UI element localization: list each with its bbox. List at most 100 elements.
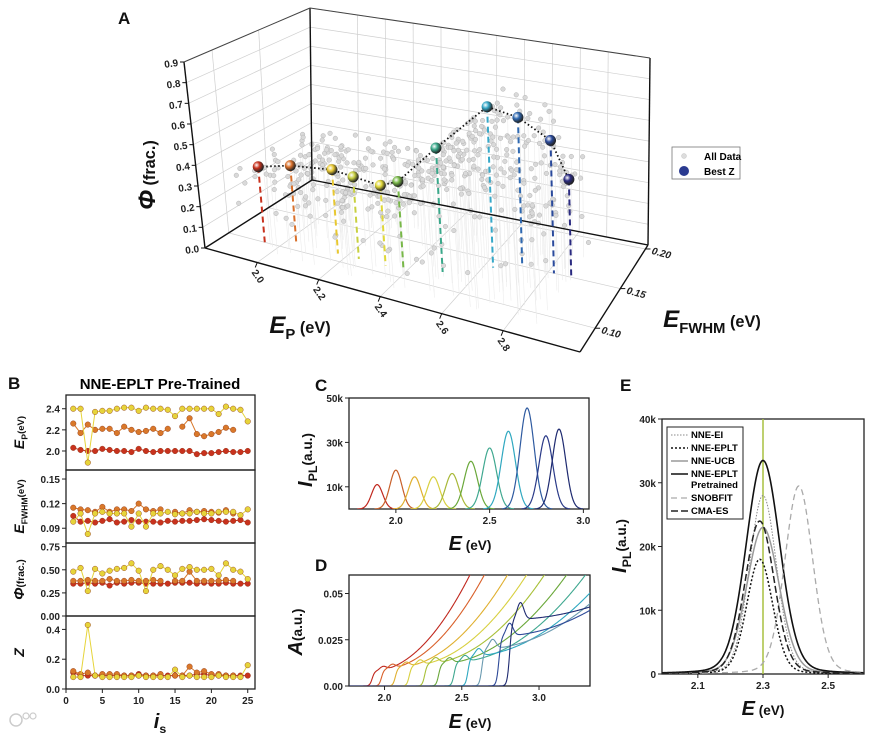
y-axis-title-main: I xyxy=(295,481,317,487)
all-data-point xyxy=(323,197,329,203)
all-data-point xyxy=(352,182,358,188)
all-data-point xyxy=(417,153,423,159)
all-data-point xyxy=(533,161,539,167)
all-data-point xyxy=(521,180,527,186)
series-point xyxy=(84,576,91,583)
series-point xyxy=(150,425,157,432)
series-point xyxy=(215,411,222,418)
all-data-point xyxy=(578,175,584,181)
all-data-point xyxy=(293,168,299,174)
data-drop-line xyxy=(496,175,505,305)
series-point xyxy=(121,518,128,525)
best-z-point xyxy=(347,171,359,183)
pl-spectrum xyxy=(374,469,418,509)
x-tick-label: 25 xyxy=(242,696,254,707)
series-point xyxy=(150,405,157,412)
absorbance-curve xyxy=(349,575,546,686)
series-point xyxy=(157,674,164,681)
series-point xyxy=(164,580,171,587)
phi-tick-label: 0.6 xyxy=(171,120,187,133)
all-data-point xyxy=(332,234,338,240)
series-point xyxy=(128,560,135,567)
all-data-point xyxy=(413,256,419,262)
series-point xyxy=(222,508,229,515)
all-data-point xyxy=(366,136,372,142)
data-drop-line xyxy=(307,173,314,248)
series-point xyxy=(70,444,77,451)
series-point xyxy=(77,446,84,453)
all-data-point xyxy=(335,200,341,206)
y-tick-label: 0.05 xyxy=(324,590,344,601)
series-point xyxy=(99,407,106,414)
series-point xyxy=(222,518,229,525)
watermark-icon xyxy=(9,713,23,727)
series-point xyxy=(179,577,186,584)
series-point xyxy=(164,508,171,515)
grid-line xyxy=(310,84,650,142)
all-data-point xyxy=(328,148,334,154)
all-data-point xyxy=(323,212,329,218)
all-data-point xyxy=(492,227,498,233)
series-point xyxy=(70,512,77,519)
all-data-point xyxy=(440,152,446,158)
grid-line xyxy=(186,26,311,83)
all-data-point xyxy=(339,153,345,159)
all-data-point xyxy=(387,139,393,145)
all-data-point xyxy=(242,180,248,186)
best-z-point xyxy=(430,142,442,154)
series-point xyxy=(113,430,120,437)
series-point xyxy=(70,674,77,681)
all-data-point xyxy=(514,102,520,108)
all-data-point xyxy=(352,132,358,138)
grid-line xyxy=(310,45,650,100)
all-data-point xyxy=(536,140,542,146)
legend-e: NNE-EINNE-EPLTNNE-UCBNNE-EPLTPretrainedS… xyxy=(666,426,744,520)
all-data-point xyxy=(477,147,483,153)
best-z-point xyxy=(284,160,296,172)
y-tick-label: 0.2 xyxy=(46,655,60,666)
series-point xyxy=(99,508,106,515)
series-point xyxy=(193,566,200,573)
fwhm-axis xyxy=(579,244,649,353)
best-z-drop-line xyxy=(549,140,555,274)
series-point xyxy=(84,588,91,595)
absorbance-curve xyxy=(349,575,528,686)
all-data-point xyxy=(448,144,454,150)
series-point xyxy=(121,447,128,454)
series-point xyxy=(84,669,91,676)
series-point xyxy=(215,577,222,584)
series-point xyxy=(244,506,251,513)
all-data-point xyxy=(463,170,469,176)
series-point xyxy=(172,672,179,679)
x-axis-title: E (eV) xyxy=(449,533,492,555)
all-data-point xyxy=(269,146,275,152)
all-data-point xyxy=(438,160,444,166)
ep-axis-title-unit: (eV) xyxy=(295,319,330,337)
ep-axis-title: EP (eV) xyxy=(269,312,330,343)
data-drop-line xyxy=(538,127,542,256)
all-data-point xyxy=(283,215,289,221)
series-point xyxy=(172,666,179,673)
series-point xyxy=(215,449,222,456)
data-drop-line xyxy=(285,218,290,249)
all-data-point xyxy=(385,197,391,203)
data-drop-line xyxy=(314,160,319,225)
series-point xyxy=(230,405,237,412)
series-point xyxy=(208,431,215,438)
grid-line xyxy=(310,64,650,121)
data-drop-line xyxy=(325,200,331,262)
all-data-point xyxy=(428,250,434,256)
series-point xyxy=(70,577,77,584)
all-data-point xyxy=(420,177,426,183)
all-data-point xyxy=(522,94,528,100)
all-data-point xyxy=(369,204,375,210)
all-data-point xyxy=(404,270,410,276)
best-z-drop-line xyxy=(396,181,405,271)
y-tick-label: 40k xyxy=(639,415,656,426)
phi-tick-label: 0.1 xyxy=(182,223,198,236)
best-z-drop-line xyxy=(289,165,298,244)
phi-axis xyxy=(183,61,206,249)
all-data-point xyxy=(339,209,345,215)
all-data-point xyxy=(416,165,422,171)
panel-c: C 10k 30k 50k 2.0 2.5 3.0 IPL(a.u.) E (eV) xyxy=(295,376,591,555)
